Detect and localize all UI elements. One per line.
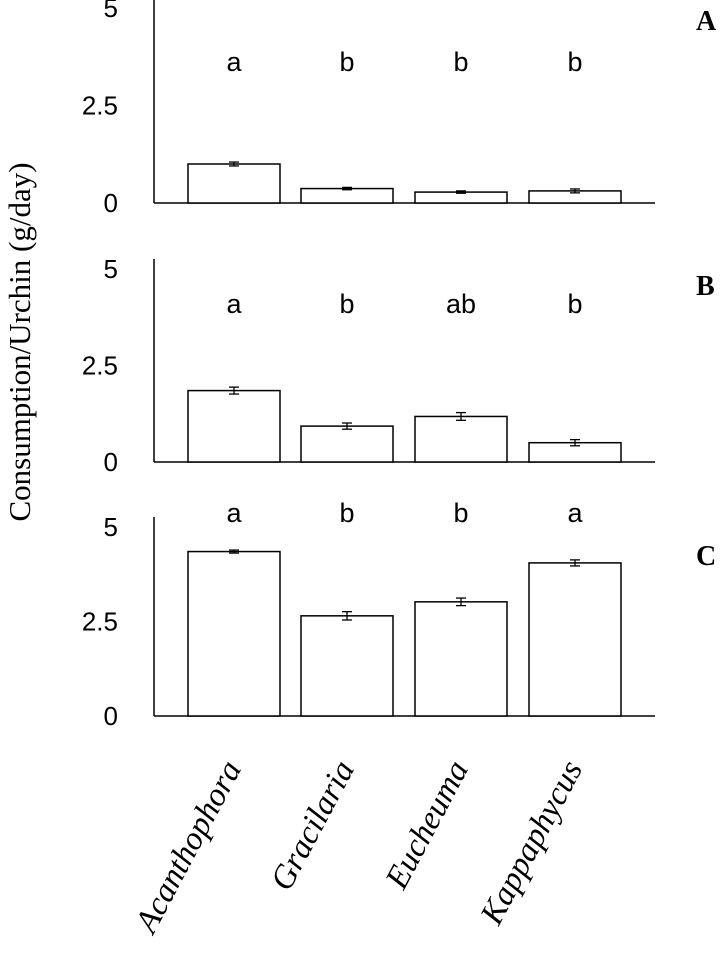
y-tick-label: 2.5 [82,351,118,381]
significance-letter: a [226,289,242,319]
bar [187,550,281,717]
significance-letter: ab [446,289,476,319]
panel-label: B [696,271,715,302]
bar [528,562,622,717]
panel-label: A [696,6,717,37]
significance-letter: b [567,289,582,319]
significance-letter: b [339,498,354,528]
x-tick-label: Kappaphycus [473,755,590,931]
error-bar [456,597,466,607]
y-tick-label: 5 [104,512,118,542]
error-bar [570,438,580,447]
error-bar [229,549,239,554]
x-tick-label: Eucheuma [378,755,476,896]
error-bar [570,559,580,567]
y-tick-label: 5 [104,0,118,23]
y-tick-label: 2.5 [82,607,118,637]
bar [300,425,394,463]
y-tick-label: 0 [104,188,118,218]
bar [414,601,508,717]
bar [187,163,281,204]
x-axis-category-labels: Acanthophora Gracilaria EucheumaKappaphycu… [128,755,590,940]
significance-letter: a [567,498,583,528]
x-tick-label: Gracilaria [264,755,362,897]
bar [187,389,281,463]
y-tick-label: 5 [104,254,118,284]
significance-letter: b [453,47,468,77]
y-tick-label: 0 [104,701,118,731]
significance-letter: b [453,498,468,528]
panel-label: C [696,541,716,572]
bar [414,415,508,463]
significance-letter: a [226,47,242,77]
error-bar [229,386,239,395]
error-bar [570,188,580,194]
y-axis-label: Consumption/Urchin (g/day) [2,162,37,521]
error-bar [229,161,239,167]
x-tick-label: Acanthophora [128,755,249,940]
error-bar [456,411,466,421]
bar [300,615,394,717]
significance-letter: b [339,47,354,77]
significance-letter: b [567,47,582,77]
error-bar [342,186,352,191]
bar [300,187,394,204]
y-tick-label: 0 [104,447,118,477]
y-tick-label: 2.5 [82,91,118,121]
panel-b: 02.55a b ab bB [82,254,715,477]
error-bar [342,422,352,430]
panel-c: 0 2.5 5 a b b a C [82,498,716,731]
significance-letter: a [226,498,242,528]
error-bar [456,190,466,194]
significance-letter: b [339,289,354,319]
error-bar [342,611,352,621]
panel-a: 0 2.5 5 a b b b A [82,0,717,218]
